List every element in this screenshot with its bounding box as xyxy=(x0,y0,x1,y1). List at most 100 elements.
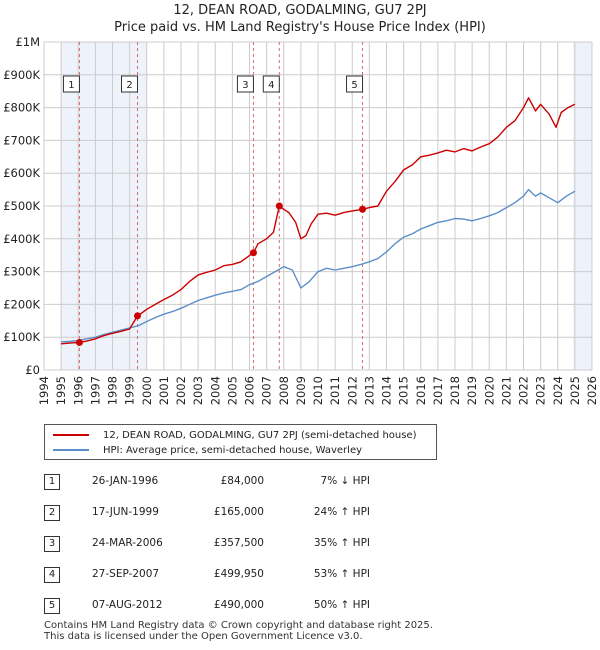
sale-number-label: 4 xyxy=(268,80,274,91)
x-tick-label: 2025 xyxy=(568,376,582,405)
x-tick-label: 1997 xyxy=(88,376,102,405)
x-tick-label: 2000 xyxy=(140,376,154,405)
x-tick-label: 2018 xyxy=(448,376,462,405)
x-tick-label: 2009 xyxy=(294,376,308,405)
x-tick-label: 2026 xyxy=(585,376,599,405)
sale-point xyxy=(249,249,257,257)
y-tick-label: £200K xyxy=(3,297,40,311)
sale-point xyxy=(134,312,142,320)
sale-number-label: 2 xyxy=(126,80,132,91)
x-tick-label: 2010 xyxy=(311,376,325,405)
transaction-price: £499,950 xyxy=(213,568,264,580)
y-tick-label: £600K xyxy=(3,166,40,180)
sale-number-label: 5 xyxy=(351,80,357,91)
transaction-date: 07-AUG-2012 xyxy=(92,599,163,611)
title-line-2: Price paid vs. HM Land Registry's House … xyxy=(114,20,486,35)
price-chart: £0 £100K £200K £300K £400K £500K £600K £700K £80… xyxy=(3,35,599,405)
y-tick-label: £500K xyxy=(3,199,40,213)
transaction-hpi: 35% ↑ HPI xyxy=(313,537,370,549)
x-tick-label: 2002 xyxy=(174,376,188,405)
sale-number-label: 3 xyxy=(242,80,248,91)
x-tick-label: 2023 xyxy=(534,376,548,405)
transaction-price: £357,500 xyxy=(213,537,264,549)
x-tick-label: 2017 xyxy=(431,376,445,405)
x-tick-label: 2011 xyxy=(328,376,342,405)
x-tick-label: 1996 xyxy=(71,376,85,405)
transaction-hpi: 53% ↑ HPI xyxy=(313,568,370,580)
table-row: 2 17-JUN-1999 £165,000 24% ↑ HPI xyxy=(44,503,544,523)
y-tick-label: £300K xyxy=(3,265,40,279)
transaction-price: £490,000 xyxy=(213,599,264,611)
x-tick-label: 2006 xyxy=(243,376,257,405)
transaction-number: 5 xyxy=(44,598,60,614)
x-tick-label: 2004 xyxy=(208,376,222,405)
legend-item-property: 12, DEAN ROAD, GODALMING, GU7 2PJ (semi-… xyxy=(53,428,417,442)
x-tick-label: 2014 xyxy=(380,376,394,405)
x-tick-label: 2015 xyxy=(397,376,411,405)
y-tick-label: £800K xyxy=(3,101,40,115)
y-tick-label: £400K xyxy=(3,232,40,246)
y-tick-label: £700K xyxy=(3,133,40,147)
transaction-date: 26-JAN-1996 xyxy=(92,475,159,487)
legend-label-hpi: HPI: Average price, semi-detached house,… xyxy=(103,444,363,456)
sale-point xyxy=(359,205,367,213)
transaction-number: 2 xyxy=(44,505,60,521)
footer-copyright: Contains HM Land Registry data © Crown c… xyxy=(44,620,433,631)
x-tick-label: 2020 xyxy=(482,376,496,405)
transaction-price: £84,000 xyxy=(220,475,264,487)
x-tick-label: 1998 xyxy=(106,376,120,405)
property-price-line xyxy=(61,97,576,345)
x-tick-label: 2013 xyxy=(362,376,376,405)
sale-number-box xyxy=(121,75,139,93)
x-tick-label: 2003 xyxy=(191,376,205,405)
x-tick-label: 1994 xyxy=(37,376,51,405)
transaction-date: 24-MAR-2006 xyxy=(92,537,163,549)
transaction-number: 3 xyxy=(44,536,60,552)
x-tick-label: 2022 xyxy=(517,376,531,405)
table-row: 1 26-JAN-1996 £84,000 7% ↓ HPI xyxy=(44,472,544,492)
legend-label-property: 12, DEAN ROAD, GODALMING, GU7 2PJ (semi-… xyxy=(103,429,417,441)
x-tick-label: 2024 xyxy=(551,376,565,405)
x-tick-label: 2021 xyxy=(499,376,513,405)
sale-point xyxy=(275,202,283,210)
chart-title: 12, DEAN ROAD, GODALMING, GU7 2PJ Price … xyxy=(0,2,600,36)
x-tick-label: 2012 xyxy=(345,376,359,405)
transaction-number: 4 xyxy=(44,567,60,583)
y-tick-label: £900K xyxy=(3,68,40,82)
transaction-hpi: 50% ↑ HPI xyxy=(313,599,370,611)
x-tick-label: 2001 xyxy=(157,376,171,405)
table-row: 5 07-AUG-2012 £490,000 50% ↑ HPI xyxy=(44,596,544,616)
footer-licence: This data is licensed under the Open Gov… xyxy=(44,631,363,642)
sale-number-box xyxy=(262,75,280,93)
table-row: 4 27-SEP-2007 £499,950 53% ↑ HPI xyxy=(44,565,544,585)
transaction-hpi: 7% ↓ HPI xyxy=(320,475,370,487)
sale-number-box xyxy=(62,75,80,93)
x-tick-label: 2005 xyxy=(225,376,239,405)
title-line-1: 12, DEAN ROAD, GODALMING, GU7 2PJ xyxy=(173,3,427,18)
legend-swatch-red xyxy=(53,434,89,436)
sale-number-box xyxy=(346,75,364,93)
sale-number-label: 1 xyxy=(68,80,74,91)
transaction-number: 1 xyxy=(44,474,60,490)
table-row: 3 24-MAR-2006 £357,500 35% ↑ HPI xyxy=(44,534,544,554)
sale-number-box xyxy=(236,75,254,93)
hpi-line xyxy=(61,188,576,343)
y-tick-label: £0 xyxy=(25,363,40,377)
legend-item-hpi: HPI: Average price, semi-detached house,… xyxy=(53,443,362,457)
y-tick-label: £1M xyxy=(15,35,40,49)
transaction-date: 27-SEP-2007 xyxy=(92,568,160,580)
sale-point xyxy=(75,338,83,346)
x-tick-label: 2007 xyxy=(260,376,274,405)
legend-swatch-blue xyxy=(53,449,89,451)
x-tick-label: 1999 xyxy=(123,376,137,405)
x-tick-label: 2008 xyxy=(277,376,291,405)
legend: 12, DEAN ROAD, GODALMING, GU7 2PJ (semi-… xyxy=(44,424,437,460)
x-tick-label: 2016 xyxy=(414,376,428,405)
x-tick-label: 2019 xyxy=(465,376,479,405)
footer: Contains HM Land Registry data © Crown c… xyxy=(44,620,433,642)
x-tick-label: 1995 xyxy=(54,376,68,405)
transaction-hpi: 24% ↑ HPI xyxy=(313,506,370,518)
y-tick-label: £100K xyxy=(3,330,40,344)
transaction-price: £165,000 xyxy=(213,506,264,518)
transaction-date: 17-JUN-1999 xyxy=(92,506,159,518)
